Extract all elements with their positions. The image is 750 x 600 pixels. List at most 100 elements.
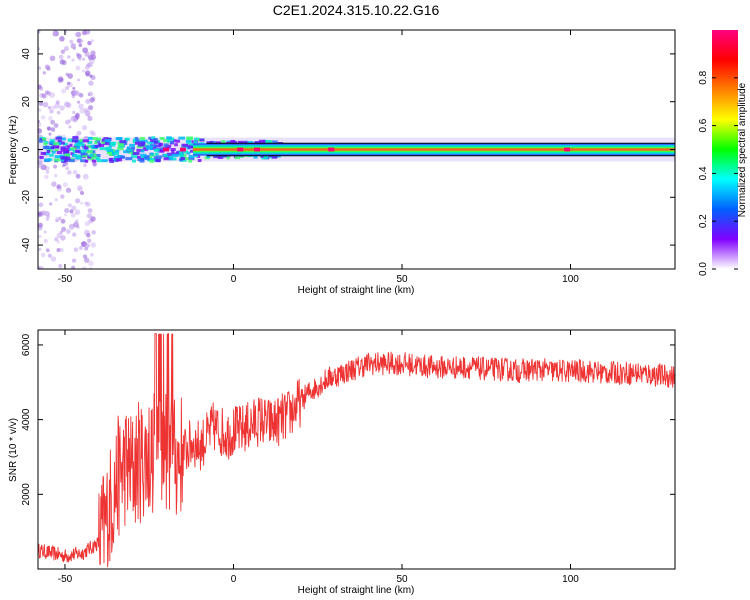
spectrogram-noise-point bbox=[82, 47, 89, 54]
spectrogram-cell bbox=[154, 144, 162, 148]
spectrogram-cell bbox=[155, 152, 159, 156]
spectrogram-axes: -50 0 50 100 -40 -20 0 20 40 bbox=[21, 30, 675, 285]
spectrogram-noise-point bbox=[53, 123, 59, 128]
spectrogram-noise-point bbox=[44, 174, 49, 180]
spectrogram-noise-point bbox=[42, 71, 47, 75]
spectrogram-noise-point bbox=[88, 91, 94, 97]
spectrogram-noise-point bbox=[46, 66, 51, 71]
spectrogram-noise-point bbox=[54, 102, 61, 109]
spectrogram-noise-point bbox=[56, 184, 62, 190]
spectrogram-cell bbox=[126, 146, 130, 150]
colorbar-tick-label: 0.6 bbox=[698, 118, 709, 132]
snr-series-line bbox=[38, 333, 675, 568]
spectrogram-cell bbox=[44, 158, 51, 162]
spectrogram-cell bbox=[149, 144, 157, 148]
spectrogram-xtick-label: -50 bbox=[58, 274, 73, 285]
spectrogram-noise-point bbox=[49, 92, 56, 98]
spectrogram-panel: -50 0 50 100 -40 -20 0 20 40 Height of straight … bbox=[8, 29, 676, 296]
snr-xtick-label: 0 bbox=[231, 574, 237, 585]
spectrogram-noise-point bbox=[48, 202, 53, 206]
spectrogram-noise-point bbox=[61, 226, 67, 232]
spectrogram-noise-point bbox=[72, 110, 76, 114]
spectrogram-noise-point bbox=[58, 263, 63, 269]
spectrogram-noise-point bbox=[60, 49, 66, 54]
spectrogram-noise-point bbox=[90, 39, 94, 43]
spectrogram-cell bbox=[43, 142, 48, 146]
colorbar-tick-label: 0.0 bbox=[698, 262, 709, 276]
spectrogram-cell bbox=[157, 149, 163, 153]
spectrogram-noise-point bbox=[89, 130, 95, 135]
snr-axes: -50 0 50 100 2000 4000 6000 bbox=[21, 330, 675, 585]
spectrogram-cell bbox=[53, 142, 59, 146]
spectrogram-noise-point bbox=[78, 43, 83, 48]
spectrogram-noise-point bbox=[75, 219, 79, 223]
spectrogram-noise-point bbox=[66, 170, 72, 175]
spectrogram-noise-point bbox=[90, 75, 96, 81]
spectrogram-noise-point bbox=[59, 248, 64, 252]
spectrogram-cell bbox=[46, 149, 51, 153]
spectrogram-cell bbox=[170, 148, 176, 152]
spectrogram-noise-point bbox=[38, 211, 43, 216]
spectrogram-cell bbox=[87, 157, 95, 161]
spectrogram-cell bbox=[63, 147, 70, 151]
spectrogram-noise-point bbox=[47, 105, 52, 110]
spectrogram-cell bbox=[63, 151, 70, 155]
spectrogram-noise-point bbox=[38, 163, 43, 169]
spectrogram-cell bbox=[77, 155, 82, 159]
spectrogram-ylabel: Frequency (Hz) bbox=[8, 116, 19, 185]
spectrogram-cell bbox=[136, 148, 143, 152]
spectrogram-noise-point bbox=[38, 234, 42, 239]
spectrogram-hotspot bbox=[564, 147, 571, 152]
spectrogram-cell bbox=[79, 143, 85, 147]
spectrogram-cell bbox=[113, 149, 120, 153]
spectrogram-hotspot bbox=[163, 147, 170, 152]
spectrogram-noise-point bbox=[89, 97, 95, 103]
spectrogram-noise-point bbox=[84, 51, 90, 57]
spectrogram-noise-point bbox=[65, 72, 70, 77]
spectrogram-cell bbox=[53, 158, 60, 162]
spectrogram-noise-point bbox=[38, 247, 42, 252]
spectrogram-cell bbox=[97, 159, 102, 163]
spectrogram-noise-point bbox=[72, 232, 77, 237]
spectrogram-cell bbox=[134, 141, 140, 145]
spectrogram-ytick-label: -20 bbox=[21, 190, 32, 205]
spectrogram-noise-point bbox=[69, 39, 74, 44]
spectrogram-noise-point bbox=[76, 38, 82, 44]
spectrogram-cell bbox=[104, 139, 111, 143]
spectrogram-cell bbox=[263, 155, 269, 159]
spectrogram-noise-point bbox=[59, 59, 66, 65]
spectrogram-noise-point bbox=[53, 30, 57, 33]
spectrogram-cell bbox=[163, 153, 168, 157]
spectrogram-cell bbox=[166, 155, 174, 159]
snr-xtick-label: 50 bbox=[396, 574, 408, 585]
spectrogram-noise-point bbox=[87, 238, 92, 243]
spectrogram-hotspot bbox=[328, 147, 335, 152]
spectrogram-noise-point bbox=[65, 166, 69, 171]
spectrogram-band-stripe bbox=[193, 148, 675, 151]
spectrogram-cell bbox=[199, 138, 205, 142]
spectrogram-cell bbox=[80, 149, 85, 153]
spectrogram-cell bbox=[188, 155, 195, 159]
spectrogram-cell bbox=[117, 147, 124, 151]
spectrogram-cell bbox=[91, 144, 95, 148]
spectrogram-cell bbox=[188, 159, 193, 163]
spectrogram-cell bbox=[44, 146, 50, 150]
spectrogram-noise-point bbox=[38, 108, 42, 112]
spectrogram-cell bbox=[68, 159, 75, 163]
spectrogram-noise-point bbox=[63, 46, 69, 52]
spectrogram-noise-point bbox=[71, 205, 77, 211]
spectrogram-hotspot bbox=[179, 147, 186, 152]
spectrogram-hotspot bbox=[254, 147, 261, 152]
spectrogram-cell bbox=[140, 149, 145, 153]
spectrogram-noise-point bbox=[86, 233, 91, 238]
spectrogram-noise-point bbox=[79, 246, 83, 250]
spectrogram-noise-point bbox=[40, 252, 46, 258]
spectrogram-noise-point bbox=[84, 220, 90, 227]
spectrogram-noise-point bbox=[57, 76, 64, 82]
spectrogram-cell bbox=[115, 137, 123, 141]
spectrogram-cell bbox=[166, 152, 173, 156]
spectrogram-cell bbox=[69, 143, 73, 147]
spectrogram-noise-point bbox=[70, 43, 77, 49]
spectrogram-cell bbox=[163, 139, 170, 143]
spectrogram-cell bbox=[220, 140, 226, 144]
